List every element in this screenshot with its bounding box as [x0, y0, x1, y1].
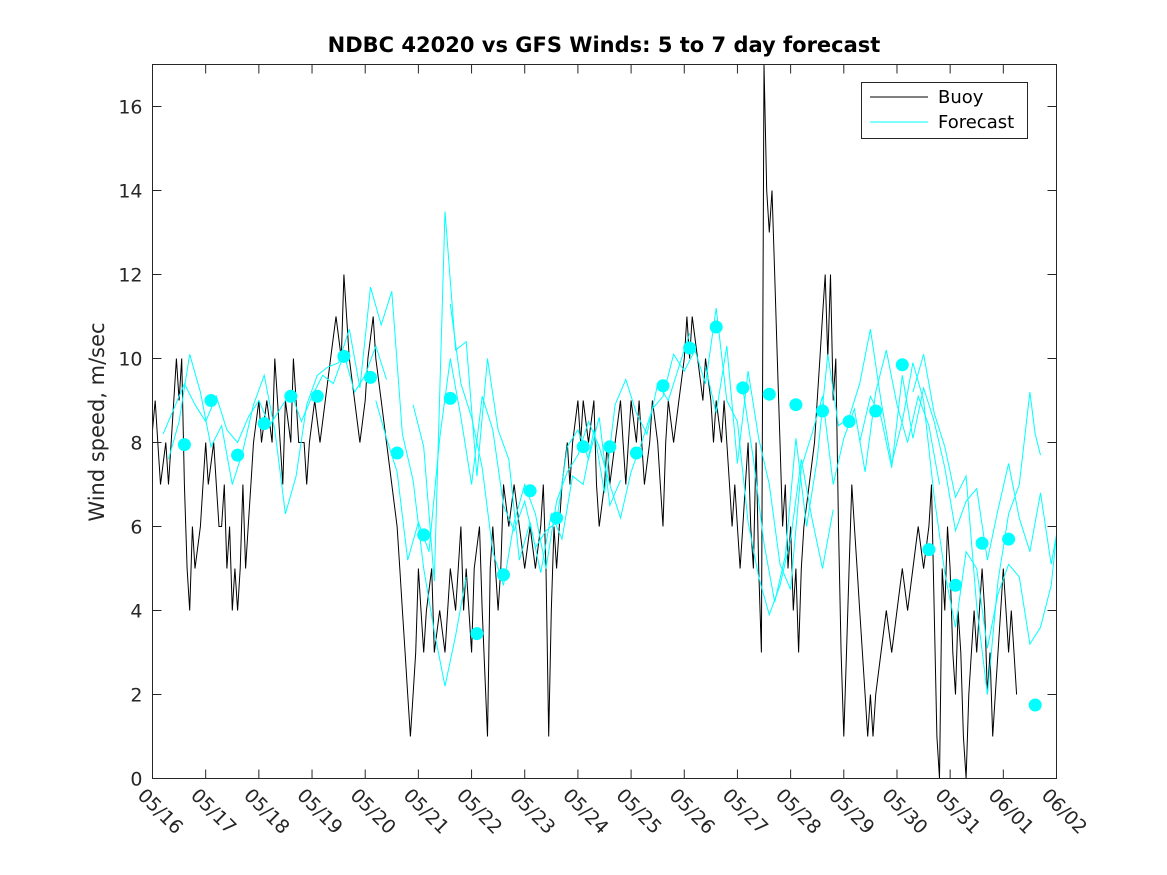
x-tick-label: 05/18 [239, 784, 293, 838]
y-tick-label: 10 [118, 349, 142, 371]
forecast-marker [683, 341, 697, 355]
axes: 024681012141605/1605/1705/1805/1905/2005… [118, 64, 1091, 839]
x-tick-label: 06/01 [984, 784, 1038, 838]
forecast-marker [443, 391, 457, 405]
forecast-marker [629, 446, 643, 460]
legend-box [861, 82, 1028, 139]
x-tick-label: 05/26 [665, 784, 719, 838]
forecast-marker [949, 578, 962, 592]
forecast-marker [709, 320, 723, 334]
legend: Buoy Forecast [861, 82, 1028, 139]
y-tick-label: 6 [130, 517, 142, 539]
forecast-marker [550, 511, 564, 525]
x-tick-label: 05/19 [292, 784, 346, 838]
forecast-marker [231, 448, 245, 462]
buoy-series-line [152, 64, 1018, 779]
plot-frame [152, 64, 1057, 779]
forecast-marker [656, 379, 670, 393]
forecast-marker [417, 528, 431, 542]
y-tick-label: 4 [130, 601, 142, 623]
forecast-markers [177, 320, 1042, 712]
forecast-marker [895, 358, 909, 372]
forecast-marker [762, 387, 776, 401]
chart-title: NDBC 42020 vs GFS Winds: 5 to 7 day fore… [328, 33, 881, 57]
legend-label-forecast: Forecast [938, 112, 1014, 133]
x-tick-label: 05/29 [824, 784, 878, 838]
forecast-series-line [375, 358, 621, 561]
y-tick-label: 16 [118, 97, 142, 119]
x-tick-label: 05/27 [718, 784, 772, 838]
forecast-marker [177, 438, 191, 452]
x-tick-label: 05/28 [771, 784, 825, 838]
forecast-marker [204, 394, 218, 407]
forecast-marker [390, 446, 404, 460]
forecast-marker [1028, 698, 1042, 712]
forecast-marker [364, 370, 377, 384]
x-tick-label: 05/24 [558, 784, 612, 838]
y-tick-label: 2 [130, 685, 142, 707]
forecast-marker [922, 543, 936, 557]
x-tick-label: 05/25 [612, 784, 666, 838]
y-tick-label: 8 [130, 433, 142, 455]
plot-area [152, 64, 1057, 779]
forecast-series-line [168, 286, 467, 687]
forecast-marker [842, 415, 856, 428]
x-tick-label: 05/23 [505, 784, 559, 838]
forecast-marker [975, 536, 989, 550]
forecast-marker [257, 417, 271, 431]
x-tick-label: 05/30 [877, 784, 931, 838]
forecast-series-line [412, 211, 691, 582]
forecast-series-line [162, 344, 387, 444]
y-tick-label: 0 [130, 769, 142, 791]
forecast-marker [603, 440, 617, 454]
y-tick-label: 14 [118, 181, 142, 203]
forecast-marker [736, 381, 750, 395]
forecast-series-line [912, 354, 1041, 695]
forecast-series-line [859, 375, 1057, 565]
forecast-marker [470, 627, 484, 641]
x-tick-label: 05/22 [452, 784, 506, 838]
x-tick-label: 05/31 [931, 784, 985, 838]
legend-label-buoy: Buoy [938, 87, 984, 108]
forecast-marker [1002, 532, 1016, 546]
forecast-marker [310, 389, 324, 403]
y-tick-label: 12 [118, 265, 142, 287]
forecast-marker [789, 398, 803, 412]
x-tick-label: 05/16 [133, 784, 187, 838]
forecast-marker [497, 568, 510, 582]
forecast-series-line [742, 329, 1057, 649]
forecast-marker [284, 389, 298, 403]
forecast-marker [869, 404, 883, 418]
x-tick-label: 05/20 [346, 784, 400, 838]
forecast-marker [816, 404, 829, 418]
forecast-marker [523, 484, 537, 498]
forecast-marker [576, 440, 590, 454]
y-axis-label: Wind speed, m/sec [85, 322, 109, 521]
x-tick-label: 05/17 [186, 784, 240, 838]
x-tick-label: 05/21 [399, 784, 453, 838]
forecast-series-line [449, 303, 834, 617]
forecast-marker [337, 349, 351, 363]
x-tick-label: 06/02 [1037, 784, 1091, 838]
